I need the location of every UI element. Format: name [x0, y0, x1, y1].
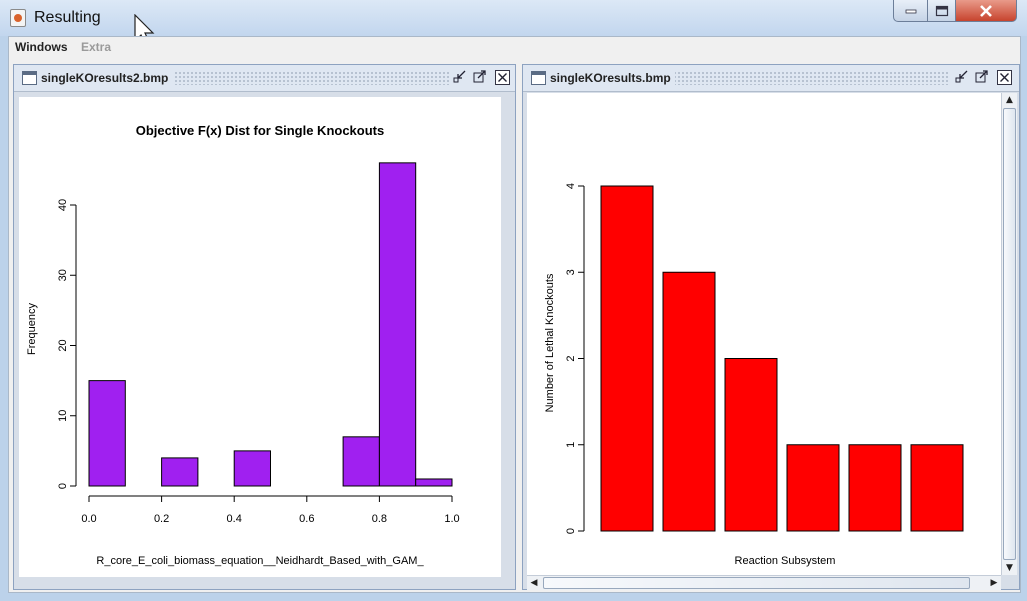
y-tick-label: 0	[565, 528, 577, 534]
scroll-left-button[interactable]: ◀	[530, 578, 538, 588]
chart-title: Objective F(x) Dist for Single Knockouts	[136, 123, 384, 138]
java-app-icon	[10, 9, 26, 27]
y-tick-label: 3	[565, 269, 577, 275]
frame-title-bar[interactable]: singleKOresults2.bmp	[14, 65, 515, 92]
histogram-bar	[233, 450, 271, 487]
histogram-bar	[415, 478, 453, 487]
frame-icon	[22, 71, 37, 85]
minimize-icon	[905, 9, 916, 13]
scroll-right-button[interactable]: ▶	[990, 578, 998, 588]
y-tick-label: 1	[565, 442, 577, 448]
frame-title: singleKOresults.bmp	[550, 71, 675, 85]
vertical-scroll-thumb[interactable]	[1003, 108, 1016, 560]
close-icon	[498, 73, 507, 82]
x-tick-label: 0.8	[372, 513, 387, 525]
menu-windows[interactable]: Windows	[15, 40, 68, 54]
histogram-canvas: Objective F(x) Dist for Single Knockouts…	[19, 97, 501, 577]
bar	[848, 444, 902, 532]
scroll-up-button[interactable]: ▲	[1006, 95, 1013, 105]
y-tick-label: 30	[57, 269, 69, 281]
horizontal-scroll-thumb[interactable]	[543, 577, 970, 589]
close-frame-button[interactable]	[997, 70, 1012, 85]
histogram-bar	[161, 457, 199, 487]
y-tick-label: 40	[57, 199, 69, 211]
maximize-frame-button[interactable]	[473, 70, 486, 83]
maximize-frame-icon	[473, 70, 486, 83]
x-tick-label: 0.4	[227, 513, 242, 525]
frame-title: singleKOresults2.bmp	[41, 71, 173, 85]
maximize-frame-icon	[975, 70, 988, 83]
x-axis-label: R_core_E_coli_biomass_equation__Neidhard…	[96, 555, 424, 567]
y-tick-label: 20	[57, 339, 69, 351]
iconify-icon	[955, 70, 968, 83]
menu-bar: Windows Extra	[8, 36, 1021, 59]
scroll-down-button[interactable]: ▼	[1006, 563, 1013, 573]
y-tick-label: 2	[565, 355, 577, 361]
y-axis-label: Number of Lethal Knockouts	[544, 273, 556, 412]
iconify-button[interactable]	[955, 70, 968, 83]
y-axis-label: Frequency	[26, 303, 38, 355]
close-icon	[1000, 73, 1009, 82]
internal-frame-histogram: singleKOresults2.bmp Objective F(x) Dist…	[13, 64, 516, 590]
histogram-bar	[378, 162, 417, 487]
internal-frame-barchart: singleKOresults.bmp Number of Lethal Kno…	[522, 64, 1020, 590]
frame-icon	[531, 71, 546, 85]
bar	[786, 444, 840, 532]
histogram-chart: Objective F(x) Dist for Single Knockouts…	[26, 123, 460, 567]
maximize-frame-button[interactable]	[975, 70, 988, 83]
x-tick-label: 0.2	[154, 513, 169, 525]
bar	[600, 185, 654, 532]
minimize-button[interactable]	[893, 0, 928, 22]
histogram-bar	[88, 380, 126, 487]
iconify-icon	[453, 70, 466, 83]
x-axis-label: Reaction Subsystem	[735, 555, 836, 567]
barchart-canvas: Number of Lethal Knockouts Reaction Subs…	[527, 93, 1001, 575]
maximize-icon	[935, 5, 948, 16]
window-title-bar[interactable]: Resulting	[0, 0, 1027, 47]
x-tick-label: 1.0	[444, 513, 459, 525]
close-icon	[980, 4, 992, 17]
x-tick-label: 0.6	[299, 513, 314, 525]
close-button[interactable]	[956, 0, 1017, 22]
x-tick-label: 0.0	[81, 513, 96, 525]
maximize-button[interactable]	[928, 0, 956, 22]
iconify-button[interactable]	[453, 70, 466, 83]
bar	[724, 358, 778, 532]
close-frame-button[interactable]	[495, 70, 510, 85]
histogram-bar	[342, 436, 380, 487]
vertical-scrollbar[interactable]: ▲ ▼	[1001, 93, 1017, 575]
frame-title-bar[interactable]: singleKOresults.bmp	[523, 65, 1019, 92]
bar-chart: Number of Lethal Knockouts Reaction Subs…	[544, 183, 964, 567]
bar	[662, 271, 716, 532]
y-tick-label: 4	[565, 183, 577, 189]
horizontal-scrollbar[interactable]: ◀ ▶	[527, 575, 1001, 590]
menu-extra[interactable]: Extra	[81, 40, 112, 54]
desktop-pane: singleKOresults2.bmp Objective F(x) Dist…	[8, 58, 1021, 593]
window-title: Resulting	[34, 9, 101, 26]
bar	[910, 444, 964, 532]
y-tick-label: 0	[57, 483, 69, 489]
y-tick-label: 10	[57, 410, 69, 422]
